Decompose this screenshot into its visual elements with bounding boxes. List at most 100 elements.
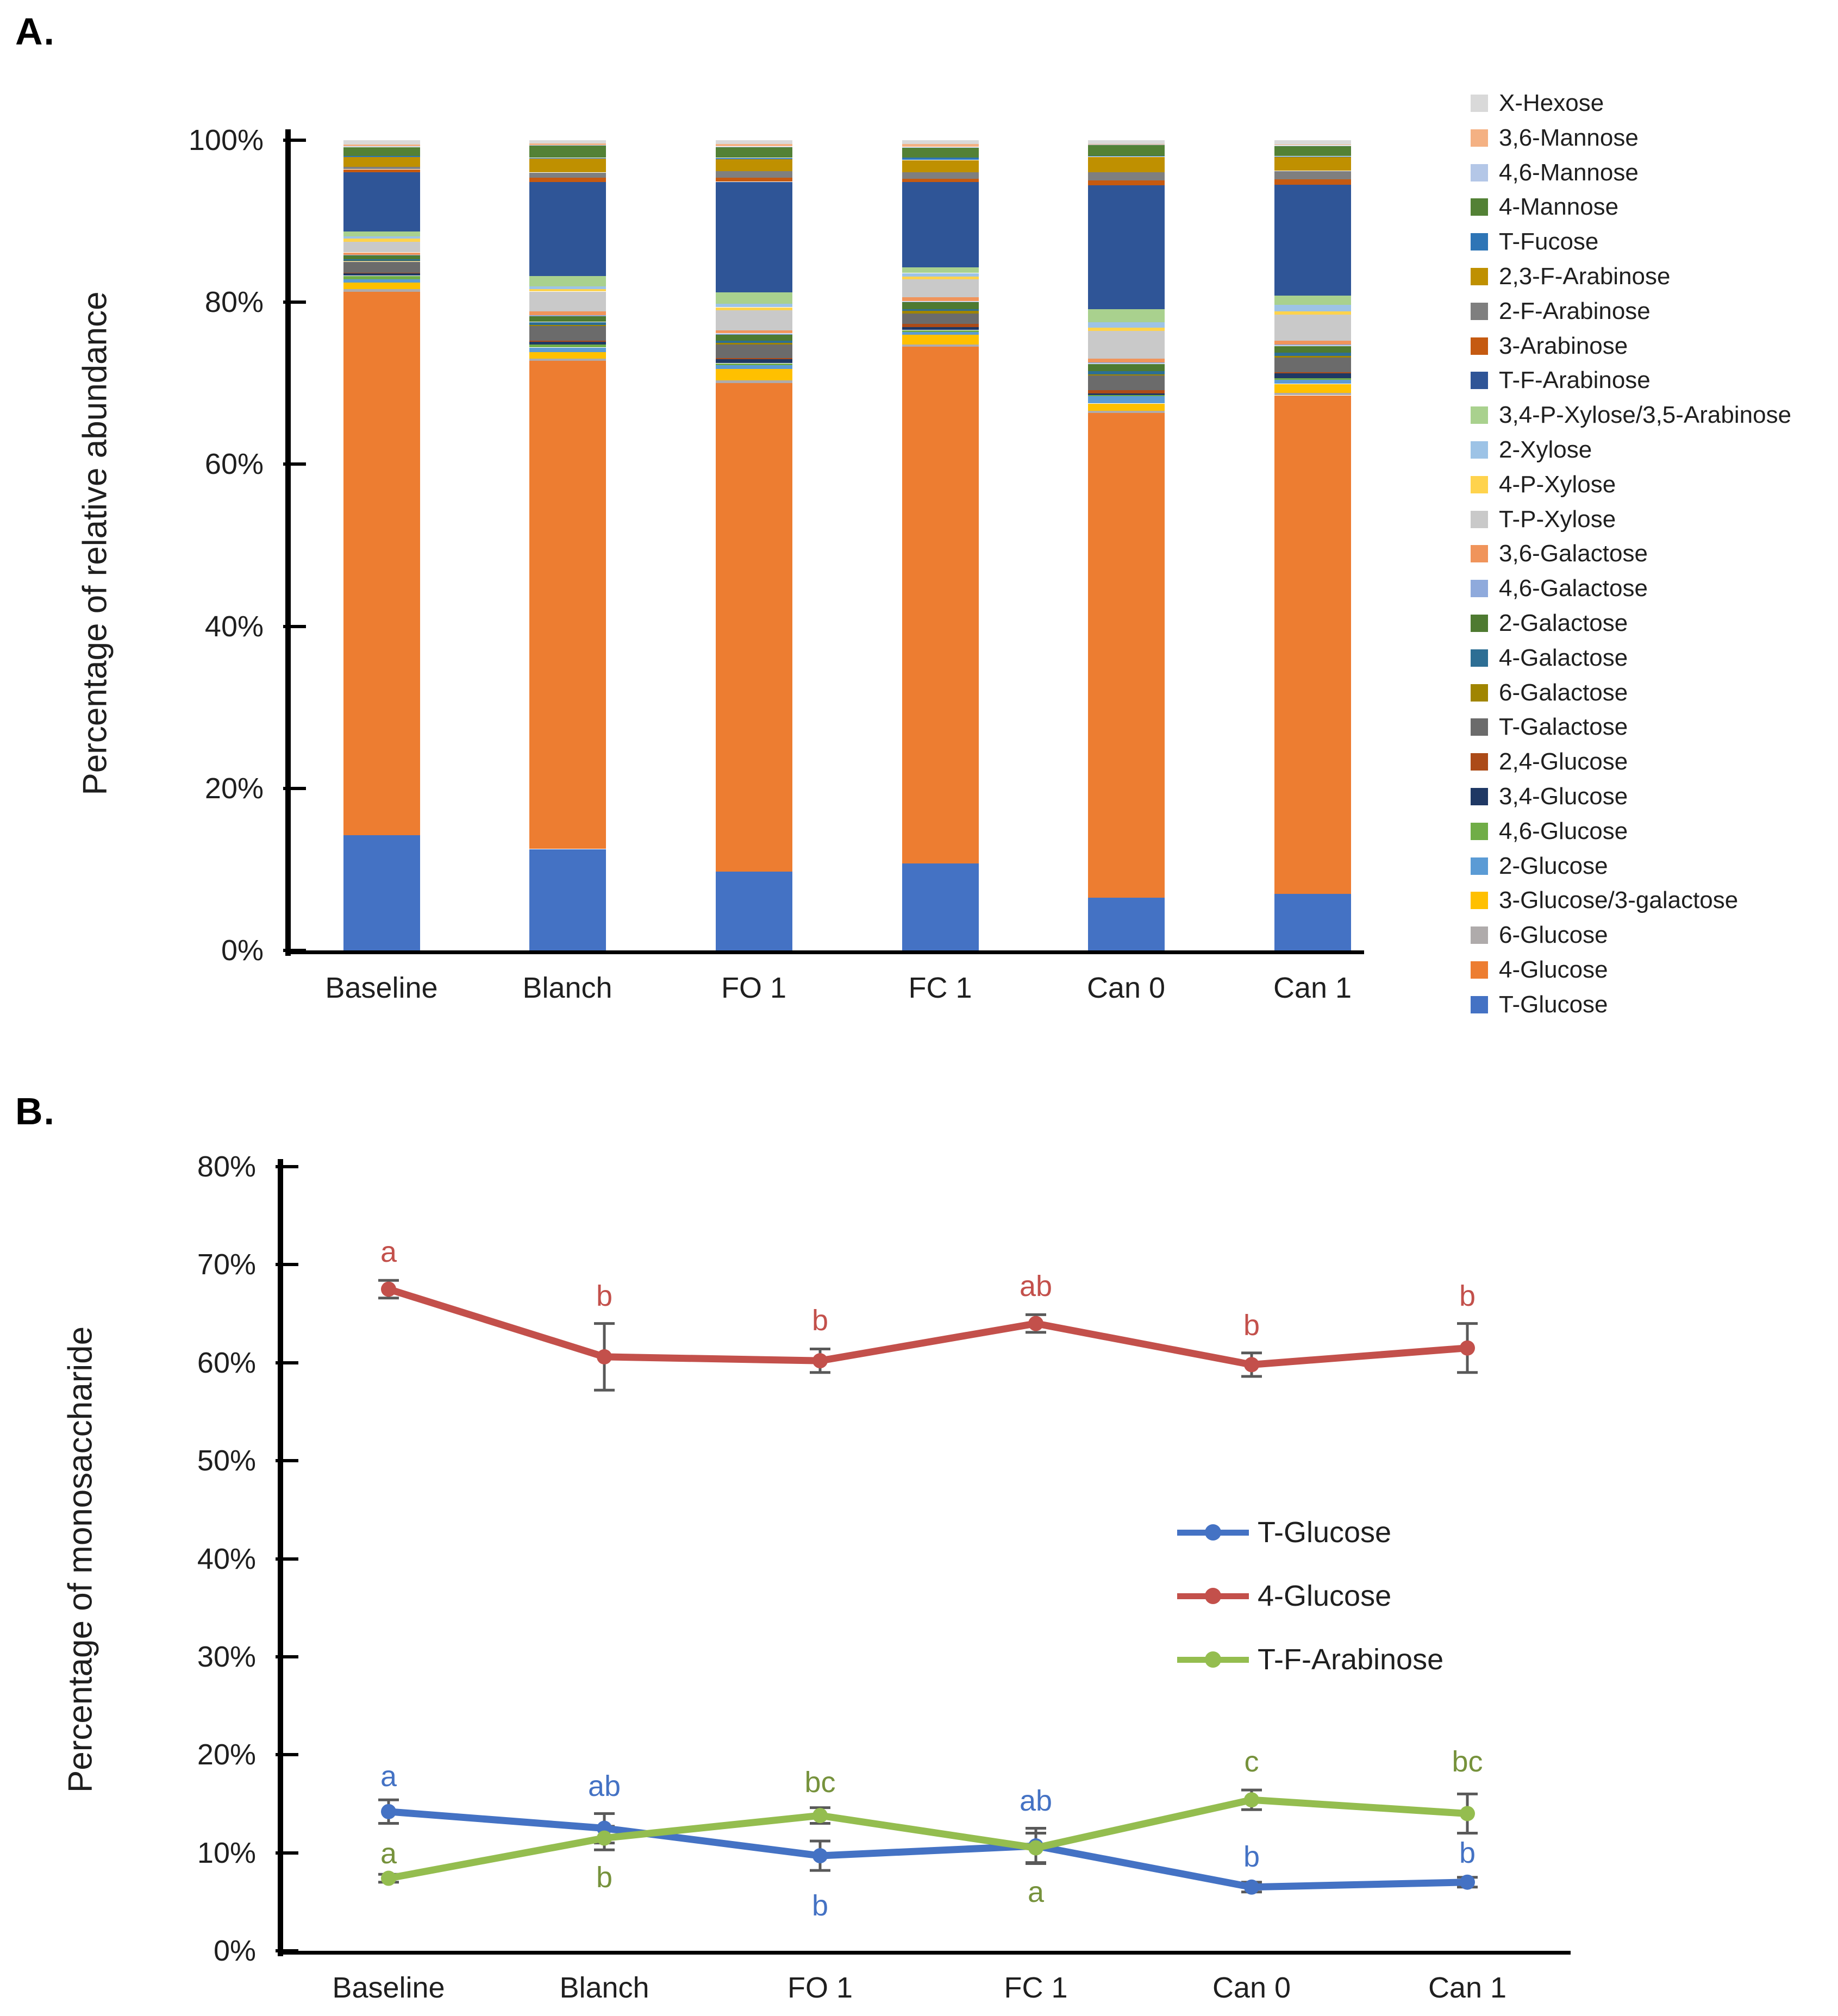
bar-segment-2,3-F-Arabinose — [716, 159, 792, 172]
bar-segment-T-F-Arabinose — [1274, 185, 1351, 296]
bar-segment-4-P-Xylose — [716, 308, 792, 311]
x-category-label: Can 1 — [1273, 972, 1352, 1004]
bar-segment-3,4-P-Xylose/3,5-Arabinose — [716, 292, 792, 304]
legend-item: T-F-Arabinose — [1471, 364, 1818, 399]
bar-segment-6-Glucose — [1088, 411, 1165, 414]
legend-swatch — [1471, 718, 1488, 736]
legend-swatch — [1471, 95, 1488, 112]
bar-segment-4-Mannose — [1088, 145, 1165, 156]
legend-item: 3,6-Mannose — [1471, 122, 1818, 156]
legend-label: T-Glucose — [1258, 1516, 1392, 1549]
significance-letter-T-Glucose: ab — [587, 1770, 621, 1802]
bar-segment-4-Galactose — [529, 322, 606, 325]
bar-segment-4-Mannose — [343, 147, 420, 156]
x-category-label: Baseline — [325, 972, 438, 1004]
significance-letter-4-Glucose: b — [1459, 1280, 1476, 1312]
legend-item: 4-Glucose — [1471, 954, 1818, 988]
bar-segment-6-Galactose — [1274, 356, 1351, 358]
panel-b-label: B. — [15, 1090, 55, 1132]
legend-label: 2-Xylose — [1499, 436, 1592, 463]
x-category-label: FO 1 — [721, 972, 787, 1004]
bar-segment-2,4-Glucose — [1274, 372, 1351, 373]
legend-label: 4-Mannose — [1499, 193, 1619, 220]
bar-segment-4-Galactose — [716, 341, 792, 343]
bar-segment-T-P-Xylose — [343, 242, 420, 253]
legend-swatch — [1471, 926, 1488, 944]
bar-segment-2-Glucose — [1088, 396, 1165, 404]
legend-label: 4,6-Galactose — [1499, 575, 1648, 602]
bar-segment-3,6-Mannose — [902, 144, 979, 147]
bar-segment-4-Glucose — [343, 292, 420, 836]
bar-segment-T-Galactose — [529, 326, 606, 341]
legend-item: T-Glucose — [1177, 1515, 1481, 1550]
y-tick-label: 60% — [197, 1347, 256, 1379]
bar-segment-4,6-Glucose — [1088, 395, 1165, 397]
line-series-4-Glucose — [385, 1285, 1471, 1368]
legend-item: 3,4-Glucose — [1471, 780, 1818, 815]
bar-segment-T-Glucose — [1274, 894, 1351, 951]
legend-label: T-F-Arabinose — [1258, 1643, 1444, 1676]
bar-segment-T-Glucose — [343, 835, 420, 950]
bar-segment-2-Galactose — [529, 316, 606, 322]
bar-segment-3-Arabinose — [343, 170, 420, 173]
y-tick-mark — [283, 300, 306, 304]
bar-segment-X-Hexose — [902, 140, 979, 145]
data-point-marker-4-Glucose — [381, 1281, 396, 1297]
bar-segment-2-Glucose — [343, 279, 420, 283]
legend-marker — [1205, 1588, 1221, 1604]
y-tick-mark — [276, 1949, 298, 1952]
bar-segment-3-Glucose/3-galactose — [1088, 404, 1165, 411]
y-tick-mark — [276, 1263, 298, 1266]
legend-label: 2,3-F-Arabinose — [1499, 263, 1671, 290]
significance-letter-T-F-Arabinose: bc — [1452, 1745, 1483, 1778]
y-tick-label: 40% — [197, 1543, 256, 1575]
bar-segment-3,4-P-Xylose/3,5-Arabinose — [1088, 309, 1165, 322]
y-tick-label: 80% — [197, 1150, 256, 1183]
data-point-marker-4-Glucose — [1028, 1316, 1043, 1331]
legend-item: X-Hexose — [1471, 87, 1818, 122]
bar-segment-3-Glucose/3-galactose — [529, 352, 606, 359]
x-category-label: Blanch — [559, 1971, 649, 2004]
significance-letter-4-Glucose: b — [596, 1280, 613, 1312]
data-point-marker-T-Glucose — [1028, 1838, 1043, 1854]
bar-segment-2,4-Glucose — [716, 358, 792, 360]
bar-segment-4-P-Xylose — [343, 239, 420, 242]
legend-item: 2-Glucose — [1471, 850, 1818, 885]
legend-label: T-Glucose — [1499, 991, 1608, 1018]
data-point-marker-T-Glucose — [1244, 1879, 1259, 1895]
bar-segment-T-Fucose — [716, 158, 792, 160]
bar-segment-T-Galactose — [902, 314, 979, 324]
legend-item: 4,6-Galactose — [1471, 572, 1818, 607]
bar-segment-T-F-Arabinose — [902, 182, 979, 267]
bar-segment-3,4-Glucose — [343, 273, 420, 276]
y-tick-mark — [283, 625, 306, 628]
x-category-label: FC 1 — [908, 972, 972, 1004]
legend-swatch — [1471, 996, 1488, 1013]
bar-segment-4,6-Glucose — [1274, 378, 1351, 380]
y-tick-mark — [276, 1753, 298, 1756]
significance-letter-T-Glucose: b — [1243, 1840, 1260, 1873]
bar-segment-T-Fucose — [529, 158, 606, 159]
bar-segment-3-Arabinose — [716, 178, 792, 182]
legend-swatch — [1471, 233, 1488, 251]
bar-segment-4-P-Xylose — [529, 289, 606, 292]
bar-segment-T-P-Xylose — [529, 292, 606, 311]
legend-swatch — [1471, 545, 1488, 562]
legend-item: 2,4-Glucose — [1471, 746, 1818, 780]
bar-segment-3,4-Glucose — [1088, 393, 1165, 395]
panel-a-label: A. — [15, 10, 55, 53]
legend-item: 6-Glucose — [1471, 919, 1818, 954]
bar-segment-3,4-P-Xylose/3,5-Arabinose — [343, 231, 420, 236]
bar-segment-6-Glucose — [1274, 393, 1351, 396]
bar-segment-4,6-Galactose — [1088, 362, 1165, 364]
bar-segment-T-P-Xylose — [1088, 331, 1165, 359]
legend-label: 3,4-P-Xylose/3,5-Arabinose — [1499, 402, 1792, 428]
bar-segment-4,6-Mannose — [529, 145, 606, 146]
legend-item: T-Galactose — [1471, 711, 1818, 746]
bar-segment-2,3-F-Arabinose — [1274, 157, 1351, 171]
significance-letter-T-F-Arabinose: a — [380, 1837, 397, 1870]
bar-segment-2-Xylose — [1088, 322, 1165, 328]
data-point-marker-4-Glucose — [597, 1349, 612, 1364]
bar-segment-T-P-Xylose — [902, 279, 979, 297]
